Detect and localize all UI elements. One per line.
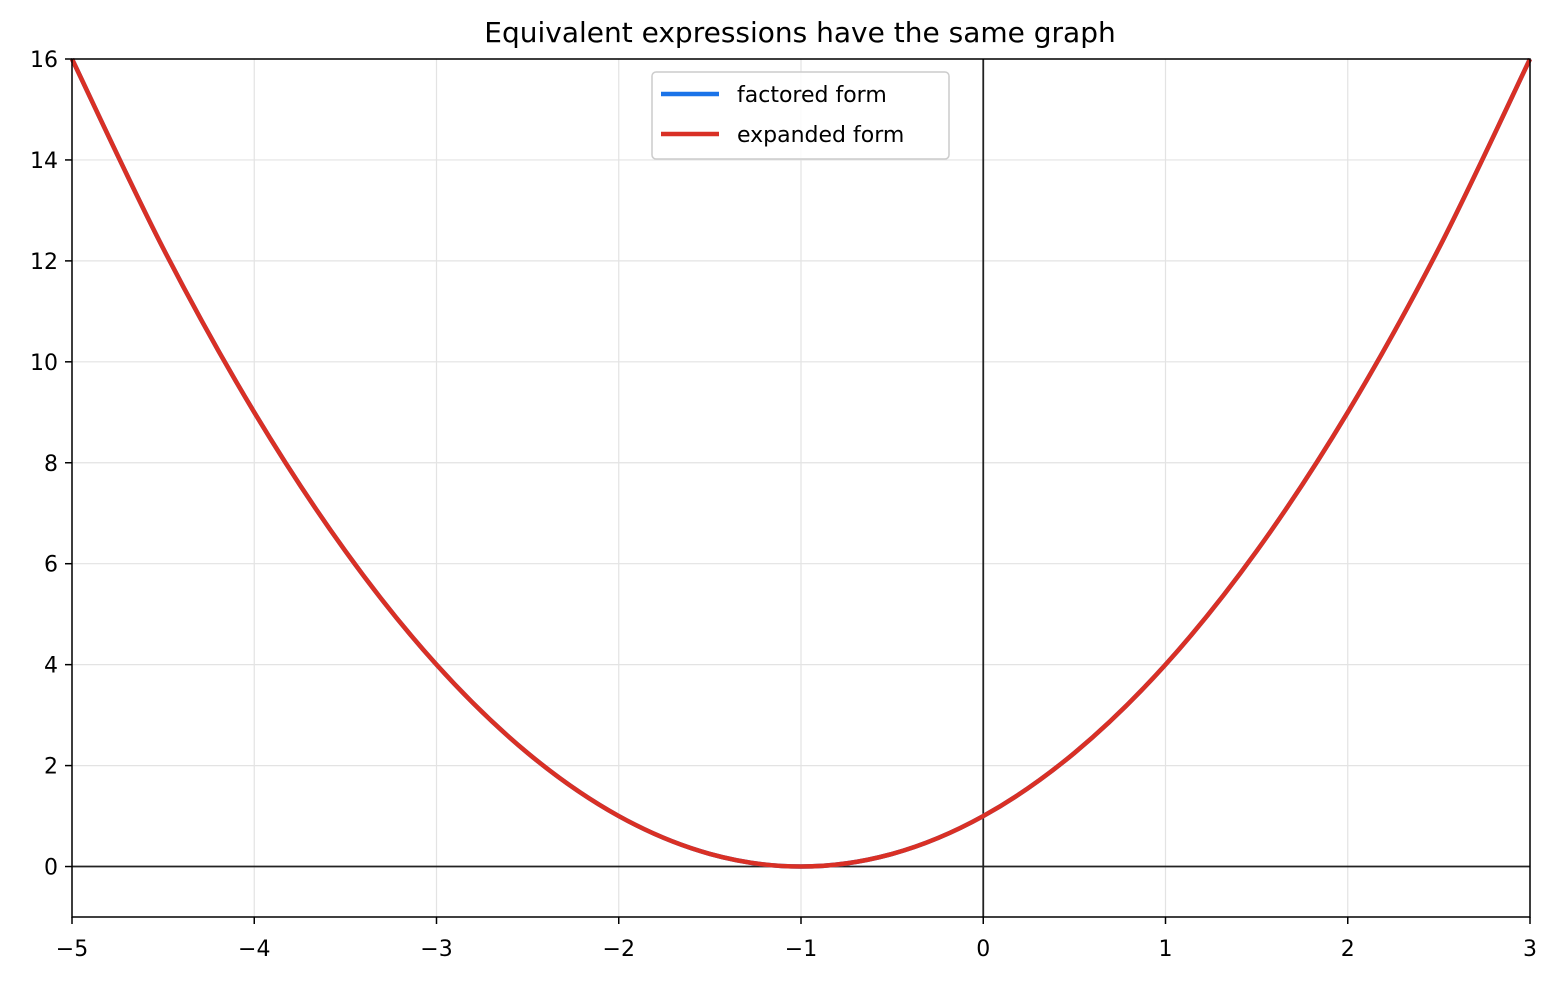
y-tick-label: 2	[44, 755, 58, 780]
x-tick-label: −3	[420, 937, 452, 962]
x-tick-label: 0	[976, 937, 990, 962]
x-tick-label: −4	[238, 937, 270, 962]
y-tick-label: 16	[30, 48, 58, 73]
legend: factored form expanded form	[651, 71, 950, 160]
x-tick-label: 1	[1159, 937, 1173, 962]
x-tick-label: −2	[603, 937, 635, 962]
y-tick-label: 8	[44, 452, 58, 477]
y-tick-label: 14	[30, 149, 58, 174]
y-tick-label: 4	[44, 654, 58, 679]
series-line-expanded-form	[69, 58, 1533, 869]
y-axis: 0 2 4 6 8 10 12 14 16	[30, 48, 72, 881]
chart-title: Equivalent expressions have the same gra…	[484, 16, 1115, 49]
series-layer	[69, 58, 1533, 869]
legend-label-factored-form: factored form	[737, 83, 887, 108]
y-tick-label: 10	[30, 351, 58, 376]
x-tick-label: −1	[785, 937, 817, 962]
y-tick-label: 6	[44, 553, 58, 578]
legend-box	[651, 71, 950, 160]
x-tick-label: 2	[1341, 937, 1355, 962]
grid	[71, 58, 1531, 917]
legend-label-expanded-form: expanded form	[737, 123, 904, 148]
x-tick-label: 3	[1523, 937, 1537, 962]
x-axis: −5 −4 −3 −2 −1 0 1 2 3	[56, 917, 1537, 962]
y-tick-label: 12	[30, 250, 58, 275]
y-tick-label: 0	[44, 856, 58, 881]
x-tick-label: −5	[56, 937, 88, 962]
